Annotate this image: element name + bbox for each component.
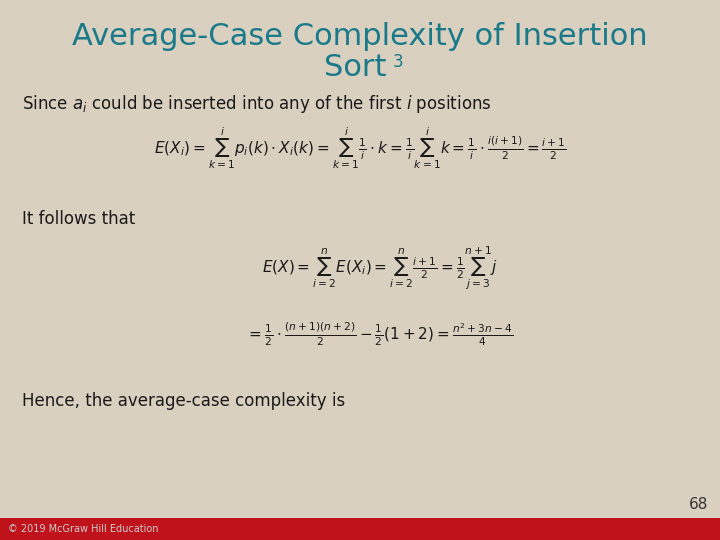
Text: $E\left(X\right)= \sum_{i=2}^{n} E\left(X_i\right) = \sum_{i=2}^{n} \frac{i+1}{2: $E\left(X\right)= \sum_{i=2}^{n} E\left(… — [262, 245, 498, 293]
Text: Sort: Sort — [324, 53, 386, 82]
Text: It follows that: It follows that — [22, 210, 135, 228]
Text: © 2019 McGraw Hill Education: © 2019 McGraw Hill Education — [8, 524, 158, 534]
Text: $E\left(X_i\right)= \sum_{k=1}^{i} p_i(k)\cdot X_i(k) = \sum_{k=1}^{i} \frac{1}{: $E\left(X_i\right)= \sum_{k=1}^{i} p_i(k… — [153, 125, 567, 171]
Text: $= \frac{1}{2}\cdot\frac{(n+1)(n+2)}{2} - \frac{1}{2}(1+2) = \frac{n^2+3n-4}{4}$: $= \frac{1}{2}\cdot\frac{(n+1)(n+2)}{2} … — [246, 320, 513, 348]
Bar — [0, 518, 720, 540]
Text: 68: 68 — [688, 497, 708, 512]
Text: 3: 3 — [393, 53, 404, 71]
Text: Since $a_i$ could be inserted into any of the first $i$ positions: Since $a_i$ could be inserted into any o… — [22, 93, 492, 115]
Text: Hence, the average-case complexity is: Hence, the average-case complexity is — [22, 392, 346, 410]
Text: Average-Case Complexity of Insertion: Average-Case Complexity of Insertion — [72, 22, 648, 51]
